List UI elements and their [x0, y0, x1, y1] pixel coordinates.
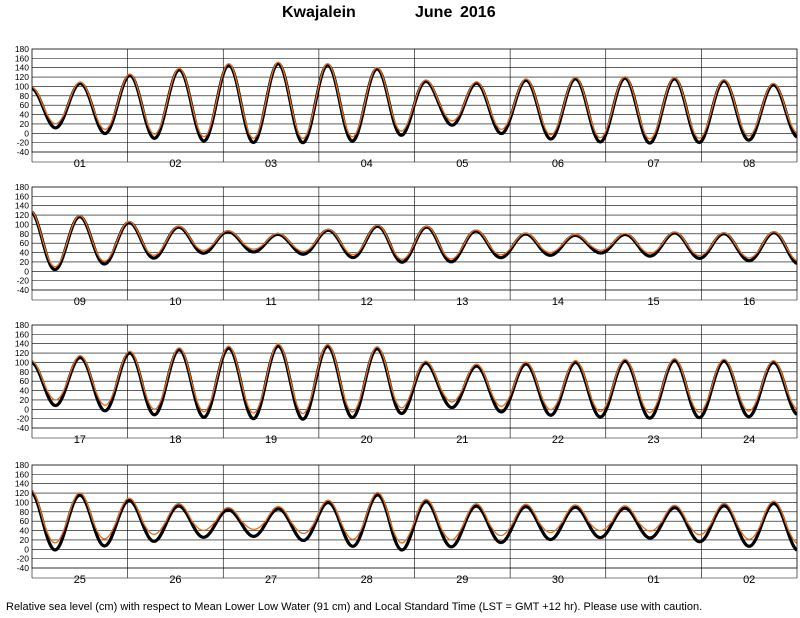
y-tick-label: 140	[15, 479, 29, 489]
day-label: 28	[361, 574, 373, 586]
day-label: 01	[647, 574, 659, 586]
panel-frame	[31, 464, 798, 569]
y-tick-label: 80	[20, 507, 30, 517]
y-tick-label: 40	[20, 526, 30, 536]
day-label: 13	[456, 296, 468, 308]
y-tick-label: 180	[15, 320, 29, 330]
day-label: 09	[74, 296, 86, 308]
day-label: 26	[169, 574, 181, 586]
y-tick-label: -40	[17, 285, 30, 295]
day-label: 01	[74, 158, 86, 170]
y-tick-label: -40	[17, 423, 30, 433]
y-tick-label: 180	[15, 460, 29, 470]
day-label: 11	[265, 296, 276, 308]
station-name: Kwajalein	[282, 4, 356, 21]
y-tick-label: 60	[20, 238, 30, 248]
y-tick-label: 180	[15, 182, 29, 192]
y-tick-label: 40	[20, 248, 30, 258]
y-tick-label: 0	[24, 128, 29, 138]
observed-series-line	[32, 491, 797, 552]
title-month: June	[415, 4, 453, 21]
y-tick-label: 100	[15, 497, 29, 507]
day-label: 21	[456, 434, 468, 446]
day-label: 02	[743, 574, 755, 586]
y-tick-label: 20	[20, 395, 30, 405]
y-tick-label: 20	[20, 535, 30, 545]
y-tick-label: -20	[17, 138, 30, 148]
y-tick-label: 60	[20, 100, 30, 110]
y-tick-label: 20	[20, 257, 30, 267]
day-label: 07	[647, 158, 659, 170]
day-label: 27	[265, 574, 277, 586]
y-tick-label: 140	[15, 201, 29, 211]
day-label: 18	[169, 434, 181, 446]
day-label: 29	[456, 574, 468, 586]
day-label: 19	[265, 434, 277, 446]
y-tick-label: 100	[15, 81, 29, 91]
day-label: 20	[361, 434, 373, 446]
y-tick-label: -20	[17, 554, 30, 564]
y-tick-label: 160	[15, 53, 29, 63]
panel-frame	[31, 324, 798, 429]
day-label: 24	[743, 434, 755, 446]
day-label: 08	[743, 158, 755, 170]
y-tick-label: 140	[15, 63, 29, 73]
y-tick-label: 80	[20, 229, 30, 239]
day-label: 14	[552, 296, 564, 308]
panel-frame	[31, 186, 798, 291]
predicted-series-line	[32, 489, 797, 544]
y-tick-label: 80	[20, 367, 30, 377]
y-tick-label: 120	[15, 348, 29, 358]
day-label: 23	[647, 434, 659, 446]
predicted-series-line	[32, 343, 797, 415]
day-label: 22	[552, 434, 564, 446]
y-tick-label: 80	[20, 91, 30, 101]
day-label: 25	[74, 574, 86, 586]
y-tick-label: 0	[24, 544, 29, 554]
day-label: 06	[552, 158, 564, 170]
y-tick-label: 100	[15, 219, 29, 229]
title-year: 2016	[460, 4, 496, 21]
day-label: 05	[456, 158, 468, 170]
y-tick-label: 140	[15, 339, 29, 349]
y-tick-label: 160	[15, 191, 29, 201]
predicted-series-line	[32, 210, 797, 268]
y-tick-label: -20	[17, 276, 30, 286]
y-tick-label: 180	[15, 44, 29, 54]
footnote: Relative sea level (cm) with respect to …	[6, 601, 703, 613]
panel-frame	[31, 48, 798, 153]
day-label: 10	[169, 296, 181, 308]
day-label: 15	[647, 296, 659, 308]
day-label: 30	[552, 574, 564, 586]
y-tick-label: 60	[20, 376, 30, 386]
y-tick-label: 120	[15, 210, 29, 220]
day-label: 04	[361, 158, 373, 170]
day-label: 17	[74, 434, 86, 446]
y-tick-label: 160	[15, 469, 29, 479]
day-label: 12	[361, 296, 373, 308]
y-tick-label: 60	[20, 516, 30, 526]
chart-title: Kwajalein June 2016	[0, 4, 800, 26]
y-tick-label: 160	[15, 329, 29, 339]
y-tick-label: 0	[24, 266, 29, 276]
y-tick-label: 40	[20, 110, 30, 120]
day-label: 16	[743, 296, 755, 308]
day-label: 02	[169, 158, 181, 170]
predicted-series-line	[32, 61, 797, 140]
y-tick-label: 120	[15, 72, 29, 82]
y-tick-label: 0	[24, 404, 29, 414]
y-tick-label: -20	[17, 414, 30, 424]
y-tick-label: 120	[15, 488, 29, 498]
day-label: 03	[265, 158, 277, 170]
y-tick-label: 40	[20, 386, 30, 396]
y-tick-label: -40	[17, 147, 30, 157]
y-tick-label: 100	[15, 357, 29, 367]
y-tick-label: -40	[17, 563, 30, 573]
y-tick-label: 20	[20, 119, 30, 129]
